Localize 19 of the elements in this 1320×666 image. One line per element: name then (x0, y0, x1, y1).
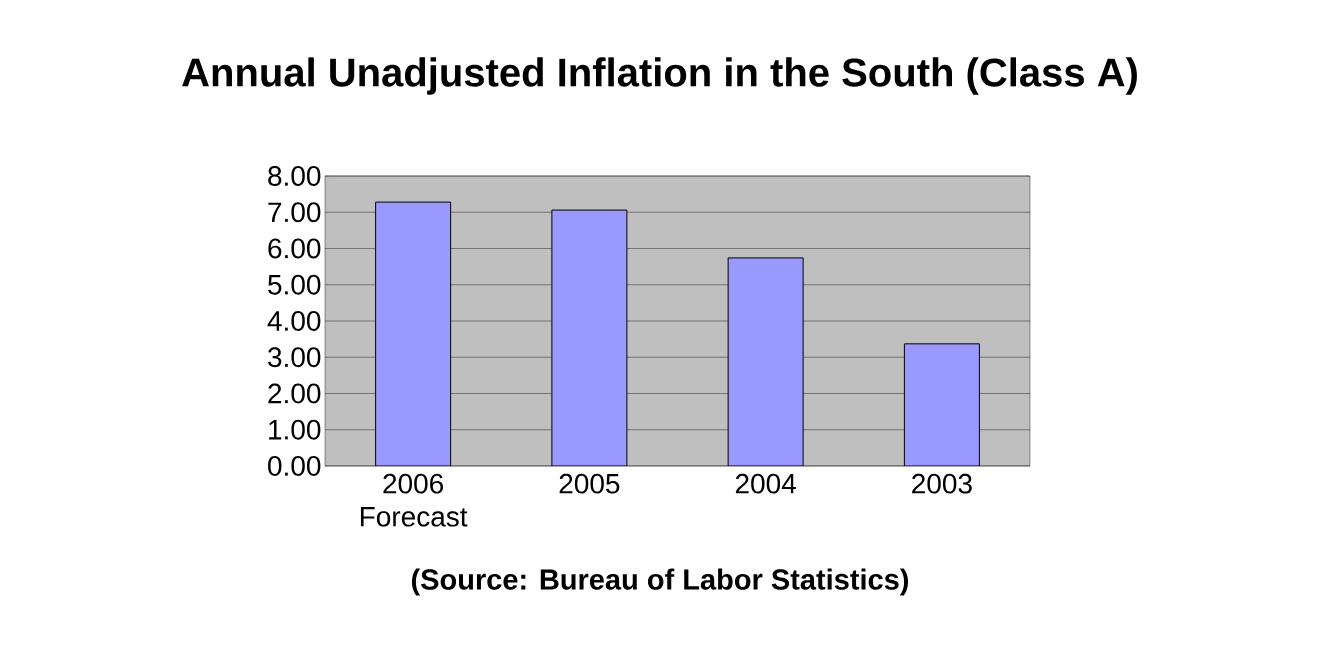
bar (551, 209, 628, 466)
y-tick-label: 4.00 (267, 311, 321, 331)
x-tick-label: 2005 (559, 473, 620, 494)
x-tick-label: 2004 (735, 473, 796, 494)
bar (375, 201, 452, 466)
chart-title: Annual Unadjusted Inflation in the South (Class A) (182, 57, 1137, 95)
text: (Source: Bureau of Labor Statistics) (411, 568, 909, 596)
x-tick-label: 2006 Forecast (360, 473, 468, 527)
y-tick-label: 5.00 (268, 274, 321, 295)
y-tick-label: 0.00 (268, 456, 321, 476)
x-tick-label: 2003 (912, 473, 972, 494)
y-tick-label: 7.00 (268, 202, 321, 223)
y-tick-label: 8.00 (268, 166, 321, 186)
bar (727, 257, 804, 466)
y-tick-label: 2.00 (268, 383, 321, 404)
y-tick-label: 1.00 (269, 419, 321, 440)
bar (903, 343, 980, 466)
y-tick-label: 3.00 (268, 347, 321, 368)
y-tick-label: 6.00 (268, 238, 321, 259)
